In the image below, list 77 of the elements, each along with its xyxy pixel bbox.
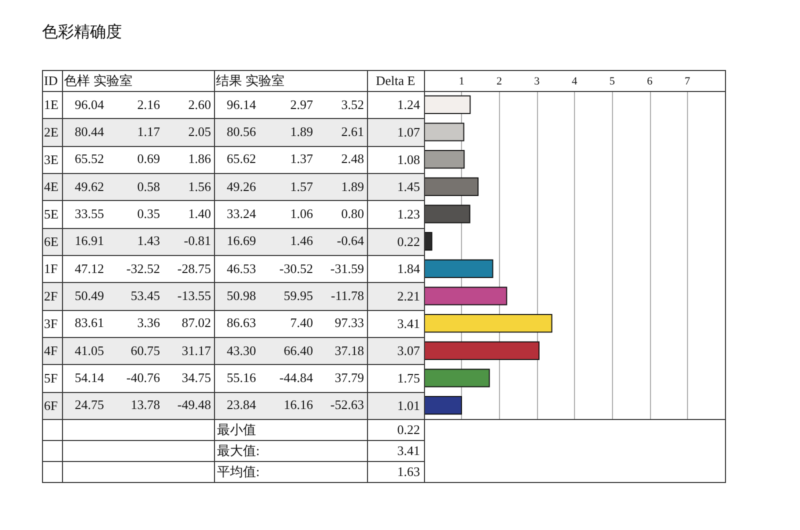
text: 16.69 1.46 -0.64 <box>226 233 364 248</box>
data-label: 2.21 <box>397 288 420 304</box>
bar <box>424 95 471 114</box>
y-tick-label: 4E <box>44 179 58 194</box>
data-label: 1.08 <box>397 152 420 167</box>
text: 50.98 59.95 -11.78 <box>226 288 364 303</box>
text: 色彩精确度 <box>42 22 122 42</box>
text: 96.04 2.16 2.60 <box>74 96 211 112</box>
x2-tick-label: 6 <box>647 76 653 88</box>
text: 41.05 60.75 31.17 <box>74 342 211 358</box>
data-label: 0.22 <box>397 234 420 249</box>
y-tick-label: 6F <box>44 398 58 413</box>
x-axis-title: Delta E <box>374 73 416 88</box>
text: 结果 实验室 <box>216 73 284 88</box>
text: 最大值: <box>217 442 260 458</box>
y-tick-label: 5E <box>44 206 58 222</box>
data-label: 1.45 <box>397 179 420 194</box>
text: 平均值: <box>217 464 260 478</box>
text: 65.52 0.69 1.86 <box>74 151 211 166</box>
text: 46.53 -30.52 -31.59 <box>226 260 364 276</box>
bar <box>424 314 552 333</box>
data-label: 1.24 <box>397 97 420 112</box>
y-tick-label: 3F <box>44 316 58 331</box>
text: 33.55 0.35 1.40 <box>74 206 211 221</box>
text: 33.24 1.06 0.80 <box>226 206 364 221</box>
bar <box>424 286 508 306</box>
x2-tick-label: 2 <box>496 76 502 88</box>
text: 最小值 <box>217 422 256 436</box>
data-label: 1.84 <box>397 261 420 276</box>
bar <box>424 204 470 224</box>
text: 96.14 2.97 3.52 <box>226 96 364 112</box>
text: 54.14 -40.76 34.75 <box>74 370 211 385</box>
text: 3.41 <box>396 442 420 458</box>
text: 24.75 13.78 -49.48 <box>74 397 211 412</box>
bar <box>424 341 540 360</box>
bar <box>424 259 494 278</box>
text: 色样 实验室 <box>64 73 132 88</box>
text: 55.16 -44.84 37.79 <box>226 370 364 385</box>
data-label: 1.07 <box>397 124 420 140</box>
bar <box>424 368 490 388</box>
bar <box>424 122 464 142</box>
text: 0.22 <box>396 422 420 436</box>
text: 47.12 -32.52 -28.75 <box>74 260 211 276</box>
bar <box>424 150 465 169</box>
text: 49.26 1.57 1.89 <box>226 178 364 194</box>
x2-tick-label: 7 <box>684 76 691 88</box>
data-label: 1.23 <box>397 206 420 222</box>
x2-tick-label: 1 <box>458 76 464 88</box>
y-tick-label: 1F <box>44 261 58 276</box>
text: 1.63 <box>396 464 420 478</box>
text: 86.63 7.40 97.33 <box>226 315 364 330</box>
y-tick-label: 5F <box>44 370 58 386</box>
data-label: 3.07 <box>397 343 420 358</box>
data-label: 1.75 <box>397 370 420 386</box>
bar <box>424 177 479 196</box>
text: 49.62 0.58 1.56 <box>74 178 211 194</box>
y-tick-label: 3E <box>44 152 58 167</box>
text: 16.91 1.43 -0.81 <box>74 233 211 248</box>
data-label: 1.01 <box>397 398 420 413</box>
x2-tick-label: 4 <box>572 76 578 88</box>
y-tick-label: 2E <box>44 124 58 140</box>
y-axis-title: ID <box>44 73 58 88</box>
text: 80.56 1.89 2.61 <box>226 124 364 139</box>
text: 80.44 1.17 2.05 <box>74 124 211 139</box>
y-tick-label: 4F <box>44 343 58 358</box>
y-tick-label: 1E <box>44 97 58 112</box>
text: 65.62 1.37 2.48 <box>226 151 364 166</box>
bar <box>424 396 462 415</box>
y-tick-label: 2F <box>44 288 58 304</box>
y-tick-label: 6E <box>44 234 58 249</box>
data-label: 3.41 <box>397 316 420 331</box>
text: 43.30 66.40 37.18 <box>226 342 364 358</box>
text: 50.49 53.45 -13.55 <box>74 288 211 303</box>
text: 23.84 16.16 -52.63 <box>226 397 364 412</box>
x2-tick-label: 3 <box>534 76 540 88</box>
x2-tick-label: 5 <box>609 76 616 88</box>
text: 83.61 3.36 87.02 <box>74 315 211 330</box>
